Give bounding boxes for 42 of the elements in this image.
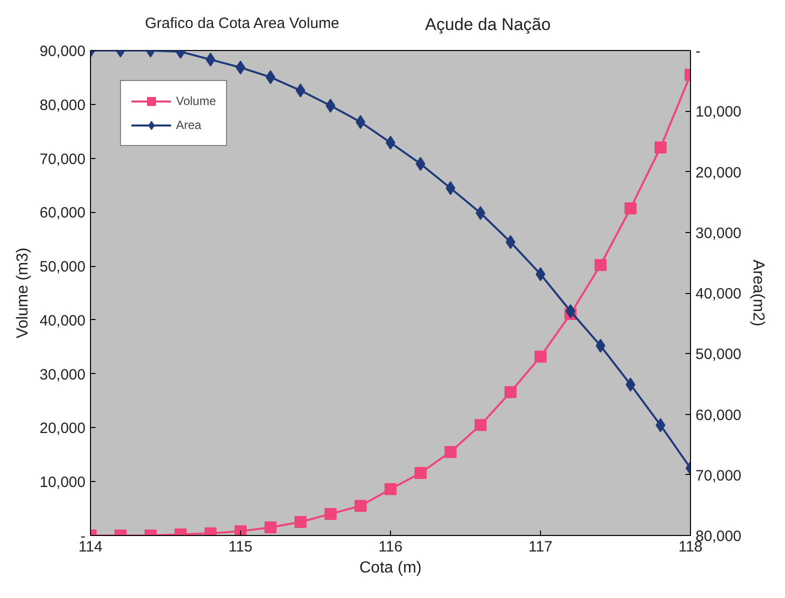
point	[444, 446, 456, 458]
point	[294, 516, 306, 528]
point	[654, 142, 666, 154]
x-tick-label: 117	[528, 538, 552, 556]
y-tick-label: 30,000	[40, 366, 86, 384]
y2-tick-label: 70,000	[696, 467, 742, 484]
legend-label: Area	[176, 118, 202, 132]
y-tick-label: 50,000	[40, 258, 86, 276]
point	[624, 202, 636, 214]
y2-tick-label: 30,000	[696, 224, 742, 242]
chart-subtitle: Açude da Nação	[425, 14, 551, 36]
point	[234, 525, 246, 536]
y-tick-label: 90,000	[40, 43, 86, 60]
y-tick-label: 40,000	[40, 312, 86, 330]
point	[414, 466, 426, 479]
y2-tick-label: 20,000	[696, 164, 742, 182]
point	[474, 419, 486, 432]
y-tick-label: 10,000	[40, 474, 86, 492]
point	[534, 350, 546, 363]
y2-tick-label: 60,000	[696, 406, 742, 424]
y2-tick-label: -	[696, 43, 700, 60]
point	[264, 521, 276, 534]
x-tick-label: 116	[378, 538, 402, 556]
x-tick-label: 115	[228, 538, 252, 556]
y2-axis-title: Area(m2)	[749, 260, 766, 326]
point	[324, 508, 336, 520]
y-tick-label: 20,000	[40, 420, 86, 438]
y2-tick-label: 40,000	[696, 286, 742, 302]
chart-title: Grafico da Cota Area Volume	[145, 14, 340, 34]
x-tick-label: 114	[78, 538, 102, 556]
point	[384, 483, 396, 496]
y-tick-label: 60,000	[40, 204, 86, 222]
y-axis-title: Volume (m3)	[14, 248, 32, 338]
legend-label: Volume	[176, 94, 216, 108]
y-tick-label: 70,000	[40, 150, 86, 168]
point	[594, 258, 606, 271]
point	[354, 500, 366, 512]
y-tick-label: 80,000	[40, 96, 86, 114]
y2-tick-label: 50,000	[696, 346, 742, 364]
point	[504, 386, 516, 398]
y2-tick-label: 10,000	[696, 104, 742, 121]
x-axis-title: Cota (m)	[359, 560, 422, 576]
